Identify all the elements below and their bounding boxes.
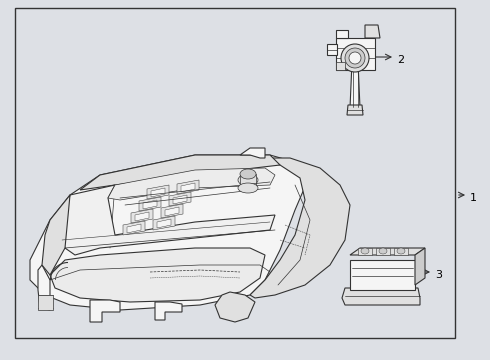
Ellipse shape [349,52,361,64]
Text: 1: 1 [470,193,477,203]
Polygon shape [240,148,265,158]
Polygon shape [365,25,380,38]
Ellipse shape [361,248,369,254]
Polygon shape [155,302,182,320]
Polygon shape [108,168,275,200]
Polygon shape [42,195,70,275]
Polygon shape [342,288,420,305]
Ellipse shape [240,169,256,179]
Polygon shape [147,185,169,199]
Polygon shape [181,183,195,192]
Polygon shape [394,248,408,255]
Polygon shape [90,300,120,322]
Polygon shape [165,207,179,216]
Polygon shape [127,224,141,233]
Polygon shape [60,185,275,255]
Polygon shape [123,221,145,235]
Bar [15,8,455,338]
Ellipse shape [345,48,365,68]
Polygon shape [131,209,153,223]
Polygon shape [173,195,187,204]
Ellipse shape [238,183,258,193]
Polygon shape [50,248,265,302]
Text: 3: 3 [435,270,442,280]
Polygon shape [350,248,425,255]
Bar [38,295,53,310]
Polygon shape [151,188,165,197]
Polygon shape [250,158,350,298]
Ellipse shape [238,174,258,186]
Polygon shape [215,292,255,322]
Polygon shape [30,155,310,310]
Ellipse shape [341,44,369,72]
Polygon shape [336,62,345,70]
Polygon shape [157,219,171,228]
Bar [240,174,256,188]
Polygon shape [135,212,149,221]
Ellipse shape [379,248,387,254]
Text: 2: 2 [397,55,404,65]
Polygon shape [38,265,50,310]
Ellipse shape [397,248,405,254]
Polygon shape [169,192,191,206]
Polygon shape [347,105,363,115]
Polygon shape [376,248,390,255]
Polygon shape [139,197,161,211]
Polygon shape [161,204,183,218]
Polygon shape [358,248,372,255]
Polygon shape [177,180,199,194]
Polygon shape [143,200,157,209]
Polygon shape [350,62,360,108]
Polygon shape [80,155,280,190]
Polygon shape [350,260,415,290]
Polygon shape [336,30,348,38]
Polygon shape [336,38,375,70]
Polygon shape [415,248,425,285]
Polygon shape [327,44,337,55]
Polygon shape [153,216,175,230]
